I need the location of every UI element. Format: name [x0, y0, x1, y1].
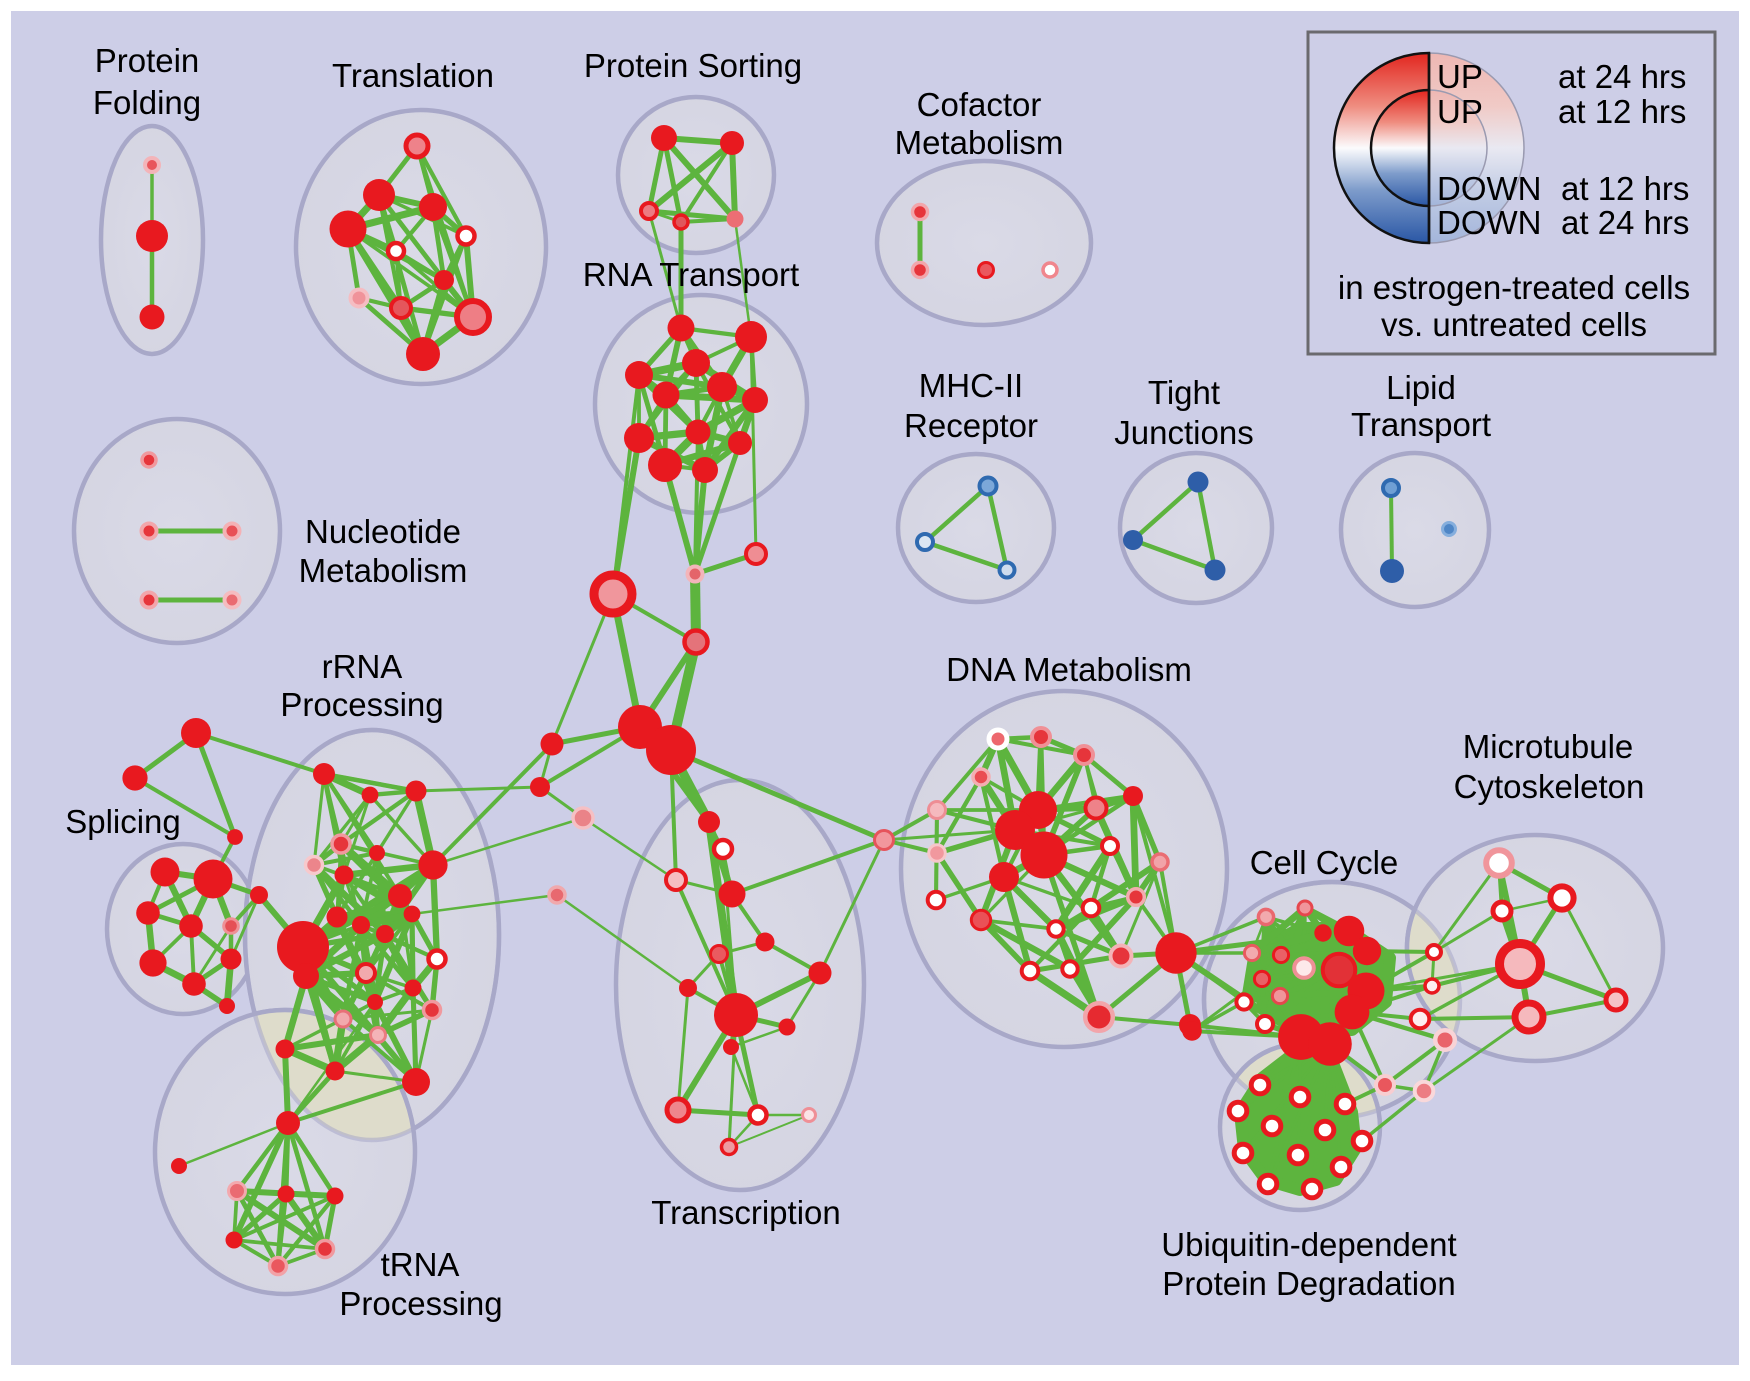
svg-text:Cofactor: Cofactor [917, 86, 1042, 123]
svg-text:Processing: Processing [280, 686, 443, 723]
svg-text:Microtubule: Microtubule [1463, 728, 1634, 765]
svg-text:DOWN: DOWN [1437, 170, 1541, 207]
svg-text:Protein Degradation: Protein Degradation [1162, 1265, 1456, 1302]
svg-text:Cytoskeleton: Cytoskeleton [1454, 768, 1645, 805]
svg-text:DNA Metabolism: DNA Metabolism [946, 651, 1192, 688]
svg-text:Ubiquitin-dependent: Ubiquitin-dependent [1161, 1226, 1456, 1263]
svg-text:at 24 hrs: at 24 hrs [1561, 204, 1689, 241]
svg-text:RNA Transport: RNA Transport [583, 256, 799, 293]
svg-text:Nucleotide: Nucleotide [305, 513, 461, 550]
svg-text:Transcription: Transcription [651, 1194, 841, 1231]
svg-text:Translation: Translation [332, 57, 494, 94]
svg-text:Protein Sorting: Protein Sorting [584, 47, 802, 84]
svg-text:UP: UP [1437, 58, 1483, 95]
svg-text:Tight: Tight [1148, 374, 1220, 411]
svg-text:Transport: Transport [1351, 406, 1491, 443]
svg-text:rRNA: rRNA [322, 648, 403, 685]
svg-text:DOWN: DOWN [1437, 204, 1541, 241]
svg-text:Protein: Protein [95, 42, 200, 79]
svg-text:at 12 hrs: at 12 hrs [1558, 93, 1686, 130]
svg-text:UP: UP [1437, 93, 1483, 130]
svg-text:Splicing: Splicing [65, 803, 181, 840]
svg-text:at 12 hrs: at 12 hrs [1561, 170, 1689, 207]
svg-text:Processing: Processing [339, 1285, 502, 1322]
svg-text:Lipid: Lipid [1386, 369, 1456, 406]
svg-text:Receptor: Receptor [904, 407, 1038, 444]
svg-text:vs. untreated cells: vs. untreated cells [1381, 306, 1647, 343]
svg-text:Metabolism: Metabolism [299, 552, 468, 589]
svg-text:in estrogen-treated cells: in estrogen-treated cells [1338, 269, 1690, 306]
svg-text:at 24 hrs: at 24 hrs [1558, 58, 1686, 95]
svg-text:tRNA: tRNA [381, 1246, 460, 1283]
svg-text:Cell Cycle: Cell Cycle [1250, 844, 1399, 881]
svg-text:Folding: Folding [93, 84, 201, 121]
svg-text:MHC-II: MHC-II [919, 367, 1023, 404]
svg-text:Metabolism: Metabolism [895, 124, 1064, 161]
svg-text:Junctions: Junctions [1114, 414, 1253, 451]
